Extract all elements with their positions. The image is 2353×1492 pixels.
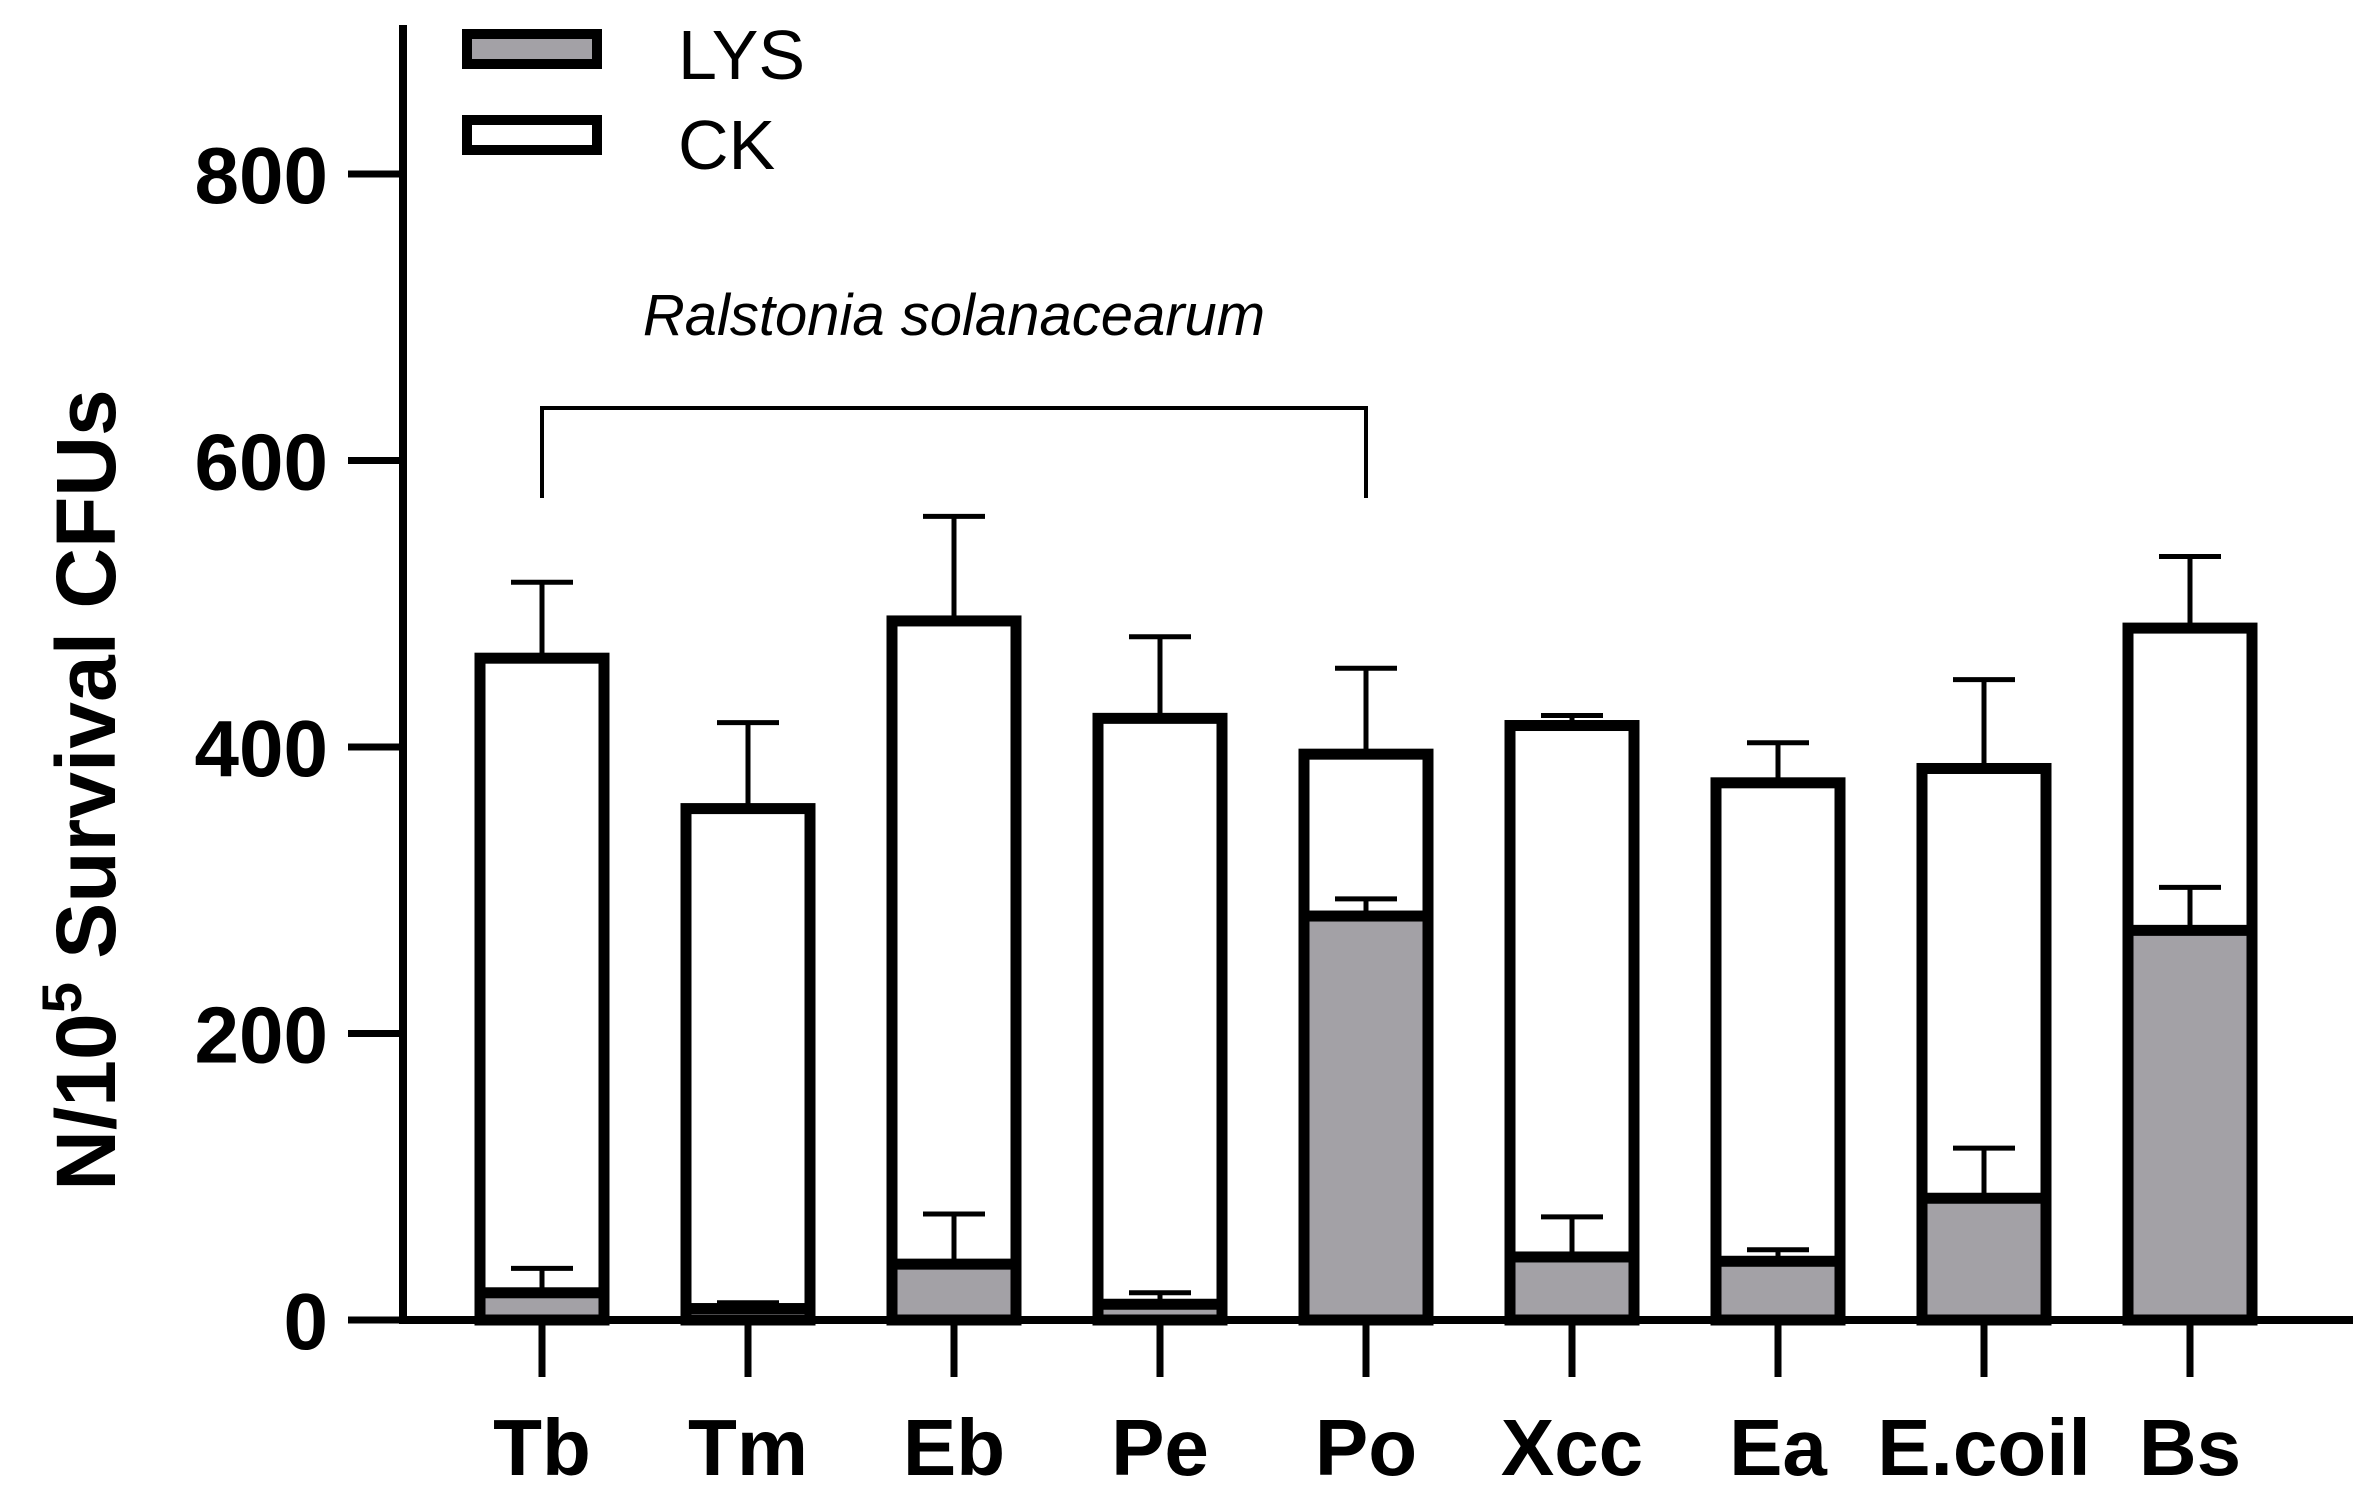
ck-bar-Pe [1092,712,1228,1326]
y-tick-label-0: 0 [284,1277,329,1366]
lys-bar-Eb [886,1258,1022,1326]
x-tick-label-Pe: Pe [1111,1403,1209,1492]
legend-swatch-lys [462,29,602,69]
ck-bar-Tb [474,652,610,1326]
y-tick-label-200: 200 [195,991,328,1080]
lys-bar-Xcc [1504,1251,1640,1326]
legend: LYS CK [462,16,805,184]
x-tick-label-Tb: Tb [493,1403,591,1492]
bars-layer [474,513,2258,1326]
x-tick-label-Xcc: Xcc [1501,1403,1643,1492]
legend-label-ck: CK [678,106,775,184]
annotation-bracket-line [540,406,1368,498]
lys-bar-Bs [2122,924,2258,1326]
annotation-label: Ralstonia solanacearum [643,283,1265,348]
y-axis-title-sup: 5 [30,982,93,1013]
lys-bar-Tb [474,1287,610,1326]
x-tick-label-Bs: Bs [2139,1403,2241,1492]
x-tick-label-Ea: Ea [1729,1403,1827,1492]
x-tick-label-Eb: Eb [903,1403,1005,1492]
legend-label-lys: LYS [678,16,805,94]
lys-bar-Ea [1710,1255,1846,1326]
x-tick-label-Tm: Tm [688,1403,808,1492]
ck-bar-Tm [680,803,816,1326]
lys-bar-Po [1298,910,1434,1326]
ck-bar-Ea [1710,777,1846,1326]
ck-bar-Eb [886,615,1022,1326]
legend-swatch-ck [462,115,602,155]
y-tick-label-400: 400 [195,704,328,793]
y-tick-label-800: 800 [195,131,328,220]
lys-bar-E.coil [1916,1192,2052,1326]
y-axis-title-main: N/10 [39,1013,133,1190]
annotation-bracket: Ralstonia solanacearum [540,283,1368,498]
x-tick-label-E.coil: E.coil [1877,1403,2090,1492]
x-tick-label-Po: Po [1315,1403,1417,1492]
y-axis-title-rest: Survival CFUs [39,389,133,982]
y-axis-title: N/105 Survival CFUs [30,389,133,1190]
axes-layer: Tb Tm Eb Pe Po Xcc Ea E.coil Bs 0 200 400 600 800 [195,25,2353,1492]
y-tick-label-600: 600 [195,418,328,507]
